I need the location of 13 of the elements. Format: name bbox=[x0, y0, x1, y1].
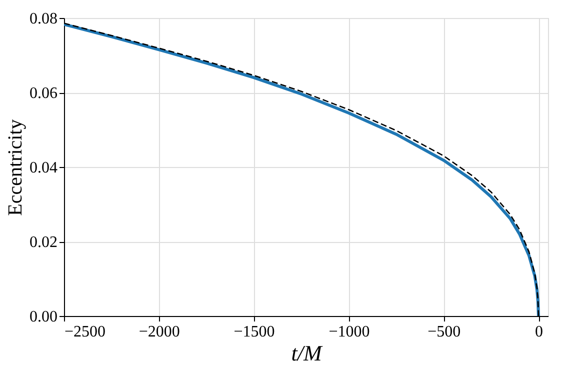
y-tick-label: 0.02 bbox=[30, 234, 58, 251]
y-tick-label: 0.00 bbox=[30, 308, 58, 326]
y-tick-label: 0.06 bbox=[30, 85, 58, 102]
x-axis-title: t/M bbox=[291, 340, 324, 366]
y-axis-title: Eccentricity bbox=[4, 119, 26, 216]
x-tick-label: −2500 bbox=[64, 324, 106, 340]
x-tick-label: −1500 bbox=[234, 324, 275, 340]
x-tick-label: −2000 bbox=[138, 324, 180, 340]
x-tick-label: −1000 bbox=[328, 324, 370, 340]
y-tick-label: 0.08 bbox=[30, 10, 58, 28]
x-tick-label: 0 bbox=[535, 324, 544, 340]
x-tick-label: −500 bbox=[428, 324, 461, 340]
y-tick-label: 0.04 bbox=[30, 160, 58, 176]
